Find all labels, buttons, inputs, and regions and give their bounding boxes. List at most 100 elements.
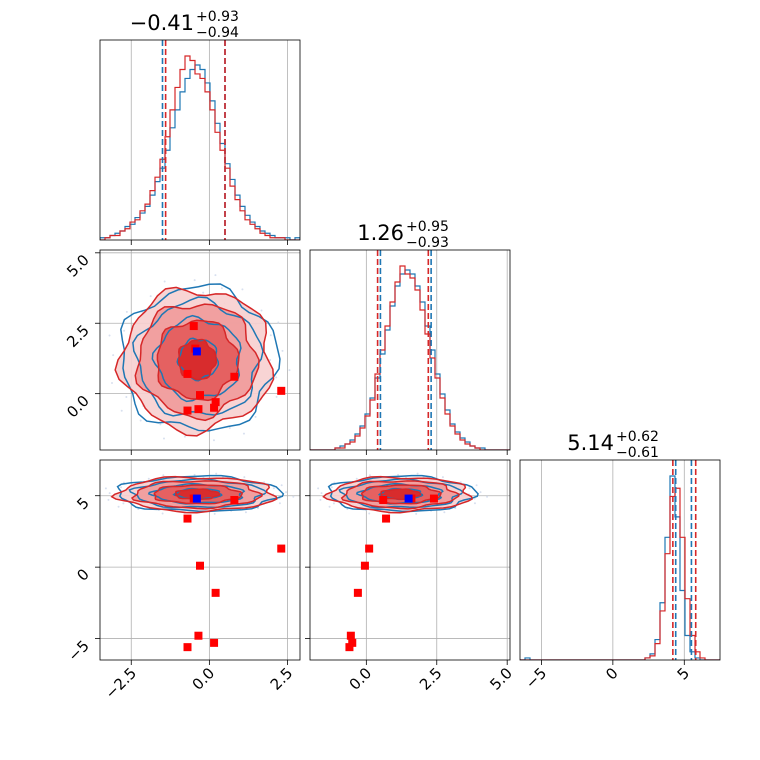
sample-dot (139, 419, 142, 422)
sample-dot (328, 505, 331, 508)
sample-dot (149, 295, 152, 298)
sample-dot (368, 474, 371, 477)
sample-dot (317, 487, 320, 490)
x-tick-label: 5 (674, 664, 693, 683)
sample-dot (277, 321, 280, 324)
sample-dot (285, 491, 288, 494)
x-tick-label: 2.5 (416, 664, 446, 694)
sample-dot (260, 309, 263, 312)
sample-dot (397, 473, 400, 476)
y-tick-label: 0.0 (63, 392, 93, 422)
sample-dot (443, 511, 446, 514)
red-marker (277, 544, 286, 553)
contour-line-red (114, 286, 275, 437)
sample-dot (272, 487, 275, 490)
red-marker (429, 494, 438, 503)
grid-0-0 (130, 40, 288, 240)
sample-dot (214, 274, 217, 277)
x-tick-label: −5 (522, 664, 550, 692)
sample-dot (213, 512, 216, 515)
sample-dot (275, 395, 278, 398)
sample-dot (117, 505, 120, 508)
red-marker (196, 391, 204, 400)
sample-dot (281, 349, 284, 352)
sample-dot (486, 495, 489, 498)
x-tick-label: 0 (602, 664, 621, 683)
sample-dot (416, 472, 419, 475)
x-tick-label: 0.0 (346, 664, 376, 694)
sample-dot (193, 473, 196, 476)
sample-dot (193, 279, 196, 282)
sample-dot (212, 439, 215, 442)
sample-dot (479, 491, 482, 494)
red-marker (211, 588, 220, 597)
hist-2-blue (310, 269, 510, 450)
sample-dot (243, 476, 246, 479)
red-marker (353, 588, 362, 597)
sample-dot (320, 492, 323, 495)
sample-dot (292, 495, 295, 498)
sample-dot (473, 502, 476, 505)
sample-dot (161, 512, 164, 515)
sample-dot (257, 507, 260, 510)
y-tick-label: 0 (73, 565, 92, 584)
blue-marker (404, 494, 413, 503)
red-marker (379, 496, 388, 504)
x-tick-label: 0.0 (189, 664, 219, 694)
sample-dot (415, 512, 418, 515)
sample-dot (125, 396, 128, 399)
sample-dot (269, 358, 272, 361)
title-1: −0.41 +0.93−0.94 (130, 9, 239, 41)
contour-line-red (177, 338, 218, 381)
panel-1-1 (309, 249, 511, 451)
sample-dot (215, 472, 218, 475)
sample-dot (330, 486, 333, 489)
sample-dot (112, 354, 115, 357)
contour-fill (178, 339, 217, 380)
contour-line-blue (132, 296, 264, 417)
y-tick-label: 5.0 (63, 251, 93, 281)
contour-line-red (174, 488, 221, 501)
contour-line-red (130, 480, 264, 510)
sample-dot (468, 487, 471, 490)
sample-dot (125, 310, 128, 313)
contour-line-red (322, 475, 473, 514)
contour-line-red (134, 303, 260, 422)
sample-dot (278, 502, 281, 505)
contours-p2p3 (317, 472, 489, 652)
red-marker (183, 643, 192, 652)
red-marker (210, 638, 219, 647)
hist-2-red (310, 265, 510, 450)
red-marker (183, 406, 192, 415)
red-marker (194, 405, 203, 414)
sample-dot (269, 334, 272, 337)
sample-dot (162, 474, 165, 477)
sample-dot (275, 376, 278, 379)
sample-dot (110, 382, 113, 385)
sample-dot (162, 437, 165, 440)
sample-dot (254, 415, 257, 418)
title-plus: +0.93 (196, 9, 239, 25)
grid-1-1 (365, 250, 508, 450)
panel-1-0 (99, 249, 301, 451)
grid-2-2 (541, 460, 685, 660)
sample-dot (244, 511, 247, 514)
y-tick-label: 5 (73, 494, 92, 513)
red-marker (183, 369, 192, 378)
title-value: −0.41 (130, 11, 194, 35)
contour-line-blue (176, 337, 220, 382)
title-3: 5.14 +0.62−0.61 (567, 429, 659, 461)
sample-dot (288, 369, 291, 372)
panel-2-2 (519, 459, 721, 661)
red-marker (360, 561, 369, 570)
contour-line-red (156, 319, 240, 402)
red-marker (382, 514, 391, 523)
x-tick-label: 2.5 (267, 664, 297, 694)
hist-3-red (520, 487, 720, 660)
sample-dot (332, 502, 335, 505)
sample-dot (120, 409, 123, 412)
blue-marker (192, 347, 201, 356)
sample-dot (441, 476, 444, 479)
sample-dot (159, 423, 162, 426)
